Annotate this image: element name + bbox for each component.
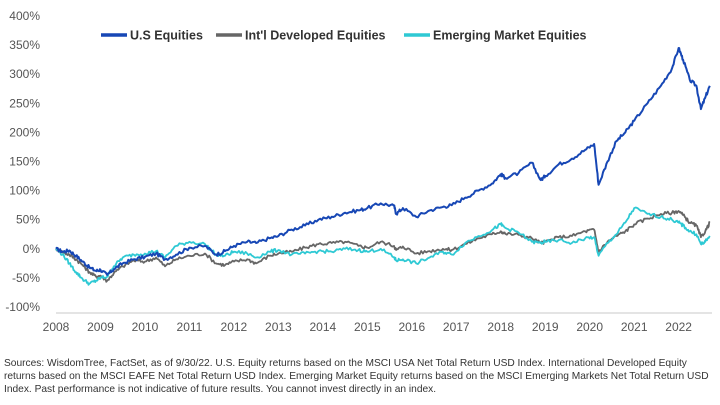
legend-label-0: U.S Equities xyxy=(130,29,203,43)
x-tick-label: 2022 xyxy=(665,320,692,334)
x-tick-label: 2018 xyxy=(487,320,514,334)
y-tick-label: 200% xyxy=(9,125,40,139)
legend: U.S Equities Int'l Developed Equities Emer… xyxy=(101,29,587,43)
legend-label-2: Emerging Market Equities xyxy=(433,29,587,43)
y-tick-label: 350% xyxy=(9,38,40,52)
y-tick-label: -50% xyxy=(12,271,40,285)
line-chart: -100% -50% 0% 50% 100% 150% 200% 250% 300% 350% 40… xyxy=(5,9,712,334)
series-line-0 xyxy=(55,47,711,276)
legend-label-1: Int'l Developed Equities xyxy=(245,29,386,43)
x-axis: 2008 2009 2010 2011 2012 2013 2014 2015 2016 2017… xyxy=(43,312,712,334)
y-tick-label: -100% xyxy=(5,300,40,314)
x-tick-label: 2017 xyxy=(443,320,470,334)
x-tick-label: 2009 xyxy=(87,320,114,334)
y-tick-label: 250% xyxy=(9,96,40,110)
y-tick-label: 0% xyxy=(23,242,41,256)
y-tick-label: 50% xyxy=(16,213,40,227)
y-tick-label: 400% xyxy=(9,9,40,23)
series-line-2 xyxy=(55,206,711,286)
source-footnote: Sources: WisdomTree, FactSet, as of 9/30… xyxy=(4,358,709,395)
y-tick-label: 300% xyxy=(9,67,40,81)
x-tick-label: 2010 xyxy=(132,320,159,334)
x-tick-label: 2012 xyxy=(221,320,248,334)
x-tick-label: 2016 xyxy=(398,320,425,334)
y-tick-label: 100% xyxy=(9,184,40,198)
x-tick-label: 2014 xyxy=(309,320,336,334)
x-tick-label: 2019 xyxy=(532,320,559,334)
x-tick-label: 2021 xyxy=(621,320,648,334)
series-line-1 xyxy=(55,210,711,283)
x-tick-label: 2020 xyxy=(576,320,603,334)
series-layer xyxy=(55,47,711,286)
x-tick-label: 2013 xyxy=(265,320,292,334)
y-tick-label: 150% xyxy=(9,155,40,169)
x-tick-label: 2008 xyxy=(43,320,70,334)
x-tick-label: 2015 xyxy=(354,320,381,334)
y-axis: -100% -50% 0% 50% 100% 150% 200% 250% 300% 350% 40… xyxy=(5,9,40,314)
x-tick-label: 2011 xyxy=(177,320,203,334)
